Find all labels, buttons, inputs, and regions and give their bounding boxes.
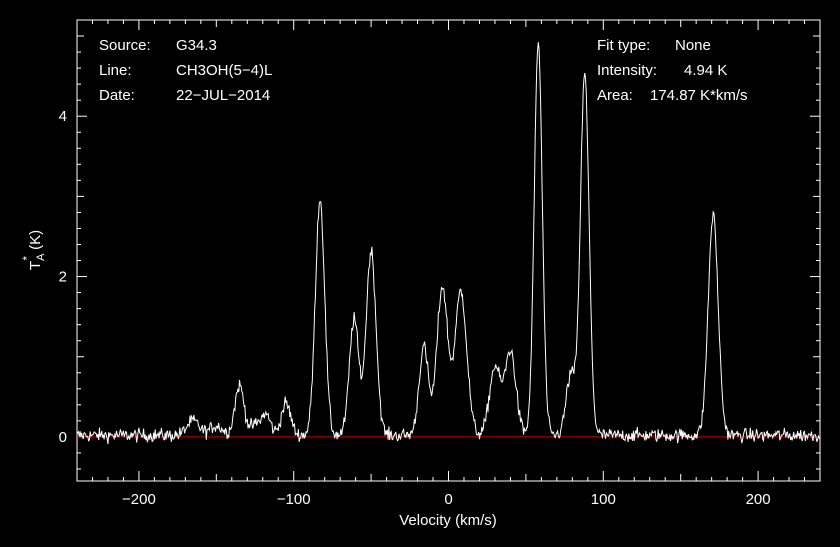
x-tick-label: 0 xyxy=(444,491,452,508)
x-tick-label: 100 xyxy=(591,491,616,508)
y-tick-label: 0 xyxy=(59,429,67,446)
tick-labels: −200 −100 0 100 200 0 2 4 xyxy=(59,108,771,508)
y-axis-label-sub: A xyxy=(35,253,47,261)
date-value: 22−JUL−2014 xyxy=(176,87,270,104)
source-label: Source: xyxy=(99,37,151,54)
fit-type-label: Fit type: xyxy=(597,37,650,54)
x-tick-label: 200 xyxy=(746,491,771,508)
y-axis-label-sup: * xyxy=(20,256,34,261)
y-tick-label: 4 xyxy=(59,108,67,125)
spectrum-line xyxy=(76,42,821,445)
x-axis-label: Velocity (km/s) xyxy=(399,512,497,529)
y-axis-label-main: T xyxy=(27,261,44,270)
intensity-value: 4.94 K xyxy=(684,62,727,79)
fit-type-value: None xyxy=(675,37,711,54)
y-axis-label: TA* (K) xyxy=(20,230,47,270)
area-label: Area: xyxy=(597,87,633,104)
x-tick-label: −200 xyxy=(122,491,156,508)
line-value: CH3OH(5−4)L xyxy=(176,62,272,79)
x-tick-label: −100 xyxy=(277,491,311,508)
area-value: 174.87 K*km/s xyxy=(650,87,748,104)
intensity-label: Intensity: xyxy=(597,62,657,79)
y-axis-label-unit: (K) xyxy=(27,230,44,250)
source-value: G34.3 xyxy=(176,37,217,54)
axis-ticks xyxy=(76,19,821,481)
svg-text:TA*(K): TA* (K) xyxy=(20,230,47,270)
y-tick-label: 2 xyxy=(59,269,67,286)
date-label: Date: xyxy=(99,87,135,104)
line-label: Line: xyxy=(99,62,132,79)
